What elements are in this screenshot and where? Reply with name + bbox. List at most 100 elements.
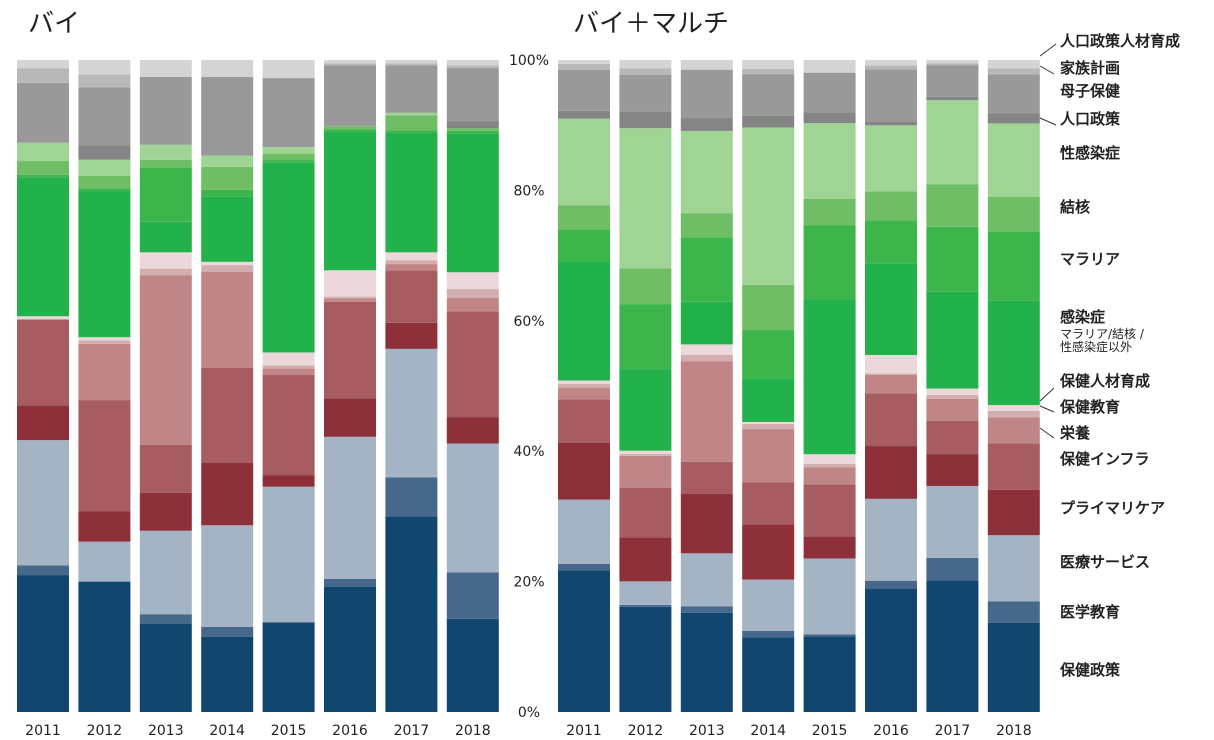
bar-segment-p0-2014-s2 xyxy=(201,525,254,627)
bar-segment-p1-2015-s11 xyxy=(803,123,856,199)
x-tick-label-2015: 2015 xyxy=(812,723,848,739)
bar-segment-p0-2011-s15 xyxy=(17,60,69,69)
bar-segment-p0-2017-s11 xyxy=(385,112,438,116)
bar-segment-p1-2011-s11 xyxy=(558,118,610,206)
bar-segment-p0-2011-s8 xyxy=(17,177,69,317)
bar-segment-p0-2018-s10 xyxy=(446,128,499,131)
bar-segment-p0-2016-s4 xyxy=(324,301,376,399)
bar-segment-p1-2015-s6 xyxy=(803,463,856,468)
bar-segment-p0-2018-s8 xyxy=(446,133,499,273)
bar-segment-p0-2018-s3 xyxy=(446,417,499,444)
bar-segment-p1-2011-s1 xyxy=(558,563,610,571)
bar-segment-p0-2016-s2 xyxy=(324,436,376,579)
bar-segment-p1-2014-s14 xyxy=(742,69,795,75)
bar-segment-p1-2016-s15 xyxy=(865,60,917,66)
bar-segment-p0-2012-s3 xyxy=(78,511,131,542)
bar-segment-p1-2016-s8 xyxy=(865,263,917,355)
legend-note-7-0: マラリア/結核 / xyxy=(1060,327,1145,341)
bar-segment-p1-2012-s1 xyxy=(619,604,672,607)
bar-segment-p1-2013-s13 xyxy=(680,69,733,119)
bar-segment-p1-2014-s7 xyxy=(742,422,795,424)
bar-segment-p1-2017-s2 xyxy=(926,485,979,558)
bi-multi-x-axis: 2011 2012 2013 2014 2015 2016 2017 2018 xyxy=(566,723,1031,739)
bar-panel-bi-multi: バイ＋マルチ 2011 2012 2013 2014 2015 2016 2017 2018 xyxy=(558,9,1040,739)
legend-leader-line-8 xyxy=(1039,387,1055,402)
bar-segment-p1-2013-s4 xyxy=(680,461,733,495)
bar-segment-p0-2017-s10 xyxy=(385,115,438,131)
bar-segment-p1-2013-s12 xyxy=(680,118,733,131)
legend-label-10: 栄養 xyxy=(1059,424,1091,442)
bar-segment-p0-2013-s7 xyxy=(139,252,192,269)
bar-segment-p1-2014-s3 xyxy=(742,524,795,580)
legend-label-7: 感染症 xyxy=(1060,308,1105,326)
bar-segment-p0-2014-s13 xyxy=(201,77,254,156)
bar-segment-p1-2015-s4 xyxy=(803,484,856,537)
bar-segment-p1-2012-s3 xyxy=(619,537,672,582)
legend-leader-line-9 xyxy=(1039,405,1055,413)
x-tick-label-2016: 2016 xyxy=(873,723,909,739)
bar-segment-p0-2014-s8 xyxy=(201,196,254,262)
bar-segment-p0-2014-s0 xyxy=(201,636,254,712)
bar-segment-p0-2011-s10 xyxy=(17,161,69,175)
bar-segment-p1-2012-s2 xyxy=(619,581,672,605)
bar-segment-p0-2015-s13 xyxy=(262,78,315,148)
bar-segment-p1-2018-s0 xyxy=(987,622,1040,712)
bar-segment-p0-2012-s7 xyxy=(78,337,131,341)
bar-segment-p0-2017-s15 xyxy=(385,60,438,64)
x-tick-label-2015: 2015 xyxy=(271,723,307,739)
y-tick-label-100: 100% xyxy=(509,53,549,69)
legend-label-8: 保健人材育成 xyxy=(1059,372,1150,390)
bar-segment-p0-2015-s5 xyxy=(262,368,315,376)
bar-segment-p0-2016-s5 xyxy=(324,298,376,302)
bar-segment-p1-2015-s1 xyxy=(803,634,856,637)
bar-segment-p1-2011-s2 xyxy=(558,499,610,564)
y-tick-label-0: 0% xyxy=(518,705,540,721)
x-tick-label-2017: 2017 xyxy=(935,723,971,739)
bar-segment-p0-2013-s9 xyxy=(139,167,192,222)
bar-segment-p1-2012-s4 xyxy=(619,487,672,538)
bar-segment-p1-2012-s5 xyxy=(619,455,672,488)
bar-segment-p1-2013-s8 xyxy=(680,301,733,345)
bar-segment-p0-2017-s3 xyxy=(385,322,438,349)
bar-segment-p0-2016-s9 xyxy=(324,129,376,133)
bar-segment-p1-2011-s5 xyxy=(558,387,610,400)
y-tick-label-20: 20% xyxy=(513,575,544,591)
y-axis: 0% 20% 40% 60% 80% 100% xyxy=(509,53,549,721)
bar-segment-p0-2016-s15 xyxy=(324,60,376,64)
bar-segment-p1-2017-s14 xyxy=(926,63,979,66)
y-tick-label-40: 40% xyxy=(513,444,544,460)
bar-segment-p0-2011-s9 xyxy=(17,174,69,178)
x-tick-label-2011: 2011 xyxy=(566,723,602,739)
bar-segment-p0-2013-s3 xyxy=(139,492,192,531)
bar-segment-p1-2012-s12 xyxy=(619,111,672,129)
bar-segment-p0-2014-s1 xyxy=(201,626,254,637)
bar-segment-p1-2011-s12 xyxy=(558,110,610,119)
x-tick-label-2011: 2011 xyxy=(25,723,61,739)
bar-segment-p1-2016-s6 xyxy=(865,373,917,375)
bi-x-axis: 2011 2012 2013 2014 2015 2016 2017 2018 xyxy=(25,723,490,739)
bar-segment-p1-2015-s9 xyxy=(803,225,856,300)
y-tick-label-80: 80% xyxy=(513,183,544,199)
x-tick-label-2018: 2018 xyxy=(455,723,491,739)
bar-segment-p1-2014-s10 xyxy=(742,285,795,331)
bar-segment-p1-2013-s6 xyxy=(680,354,733,362)
bar-segment-p1-2015-s12 xyxy=(803,112,856,124)
bar-segment-p1-2012-s9 xyxy=(619,304,672,370)
bar-segment-p0-2015-s4 xyxy=(262,375,315,476)
bar-segment-p1-2016-s0 xyxy=(865,588,917,712)
bar-segment-p0-2012-s9 xyxy=(78,188,131,192)
legend-label-3: 人口政策 xyxy=(1060,110,1121,128)
bar-segment-p1-2018-s7 xyxy=(987,405,1040,411)
bar-segment-p1-2012-s11 xyxy=(619,128,672,269)
bar-segment-p0-2012-s12 xyxy=(78,145,131,160)
bar-segment-p0-2013-s6 xyxy=(139,268,192,276)
bar-segment-p1-2016-s4 xyxy=(865,393,917,447)
bar-segment-p1-2011-s9 xyxy=(558,229,610,262)
bar-segment-p1-2015-s15 xyxy=(803,60,856,73)
bar-segment-p0-2018-s6 xyxy=(446,288,499,299)
bar-segment-p0-2013-s10 xyxy=(139,159,192,168)
bar-segment-p1-2011-s6 xyxy=(558,383,610,388)
bar-segment-p0-2016-s8 xyxy=(324,132,376,271)
bar-segment-p1-2018-s9 xyxy=(987,231,1040,301)
